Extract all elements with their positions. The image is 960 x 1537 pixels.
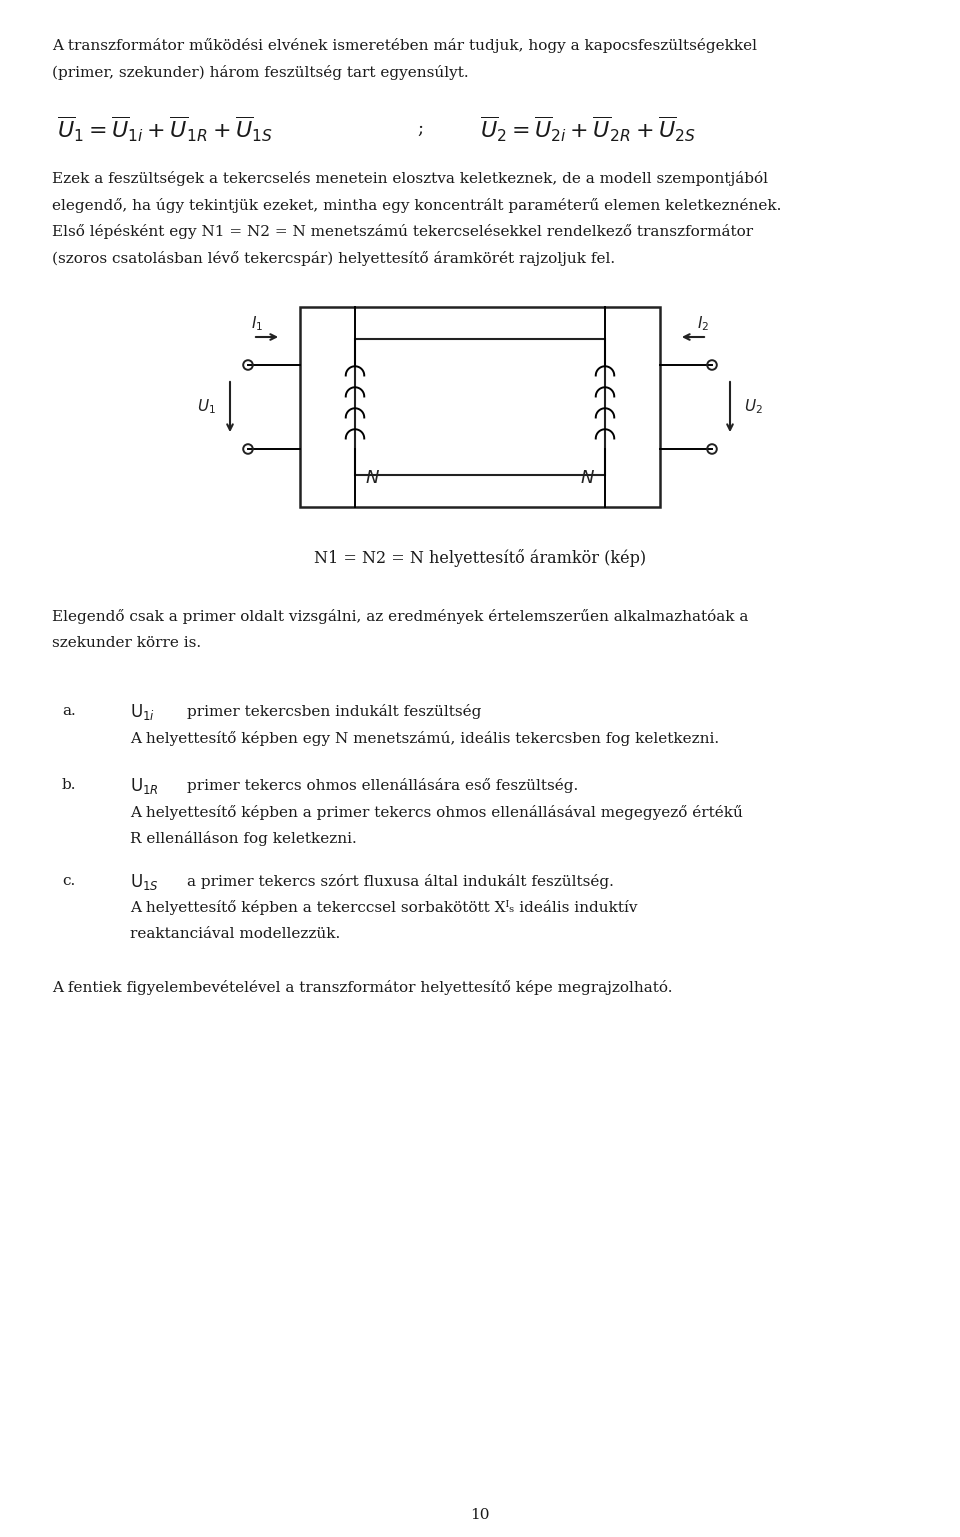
Text: N1 = N2 = N helyettesítő áramkör (kép): N1 = N2 = N helyettesítő áramkör (kép)	[314, 549, 646, 567]
Text: a.: a.	[62, 704, 76, 718]
Text: c.: c.	[62, 873, 75, 887]
Text: (primer, szekunder) három feszültség tart egyensúlyt.: (primer, szekunder) három feszültség tar…	[52, 65, 468, 80]
Text: $\overline{U}_2 = \overline{U}_{2i} + \overline{U}_{2R} + \overline{U}_{2S}$: $\overline{U}_2 = \overline{U}_{2i} + \o…	[480, 114, 696, 143]
Text: Első lépésként egy N1 = N2 = N menetszámú tekercselésekkel rendelkező transzform: Első lépésként egy N1 = N2 = N menetszám…	[52, 224, 754, 238]
Text: A transzformátor működési elvének ismeretében már tudjuk, hogy a kapocsfeszültsé: A transzformátor működési elvének ismere…	[52, 38, 757, 52]
Text: $N$: $N$	[580, 469, 595, 487]
Text: $I_1$: $I_1$	[251, 314, 263, 334]
Text: $\overline{U}_1 = \overline{U}_{1i} + \overline{U}_{1R} + \overline{U}_{1S}$: $\overline{U}_1 = \overline{U}_{1i} + \o…	[57, 114, 273, 143]
Text: elegendő, ha úgy tekintjük ezeket, mintha egy koncentrált paraméterű elemen kele: elegendő, ha úgy tekintjük ezeket, minth…	[52, 197, 781, 212]
Text: A helyettesítő képben a primer tekercs ohmos ellenállásával megegyező értékű: A helyettesítő képben a primer tekercs o…	[130, 805, 743, 819]
Text: reaktanciával modellezzük.: reaktanciával modellezzük.	[130, 927, 340, 941]
Text: primer tekercsben indukált feszültség: primer tekercsben indukált feszültség	[187, 704, 481, 719]
Text: Ezek a feszültségek a tekercselés menetein elosztva keletkeznek, de a modell sze: Ezek a feszültségek a tekercselés menete…	[52, 171, 768, 186]
Text: b.: b.	[62, 778, 77, 792]
Text: ;: ;	[417, 120, 423, 138]
Bar	[300, 307, 660, 507]
Text: A helyettesítő képben a tekerccsel sorbakötött Xᴵₛ ideális induktív: A helyettesítő képben a tekerccsel sorba…	[130, 901, 637, 915]
Text: A fentiek figyelembevételével a transzformátor helyettesítő képe megrajzolható.: A fentiek figyelembevételével a transzfo…	[52, 979, 673, 994]
Text: $U_1$: $U_1$	[197, 398, 216, 417]
Text: $N$: $N$	[365, 469, 380, 487]
Text: $\mathrm{U_{1\mathit{S}}}$: $\mathrm{U_{1\mathit{S}}}$	[130, 871, 158, 891]
Text: Elegendő csak a primer oldalt vizsgálni, az eredmények értelemszerűen alkalmazha: Elegendő csak a primer oldalt vizsgálni,…	[52, 609, 749, 624]
Text: a primer tekercs szórt fluxusa által indukált feszültség.: a primer tekercs szórt fluxusa által ind…	[187, 873, 613, 888]
Text: $I_2$: $I_2$	[697, 314, 709, 334]
Text: $\mathrm{U_{1\mathit{R}}}$: $\mathrm{U_{1\mathit{R}}}$	[130, 776, 158, 796]
Text: $\mathrm{U_{1\mathit{i}}}$: $\mathrm{U_{1\mathit{i}}}$	[130, 702, 155, 722]
Text: $U_2$: $U_2$	[744, 398, 763, 417]
Text: 10: 10	[470, 1508, 490, 1522]
Text: A helyettesítő képben egy N menetszámú, ideális tekercsben fog keletkezni.: A helyettesítő képben egy N menetszámú, …	[130, 730, 719, 745]
Text: (szoros csatolásban lévő tekercspár) helyettesítő áramkörét rajzoljuk fel.: (szoros csatolásban lévő tekercspár) hel…	[52, 251, 615, 266]
Text: R ellenálláson fog keletkezni.: R ellenálláson fog keletkezni.	[130, 832, 357, 847]
Text: szekunder körre is.: szekunder körre is.	[52, 635, 202, 650]
Text: primer tekercs ohmos ellenállására eső feszültség.: primer tekercs ohmos ellenállására eső f…	[187, 778, 578, 793]
Bar	[355, 340, 605, 475]
